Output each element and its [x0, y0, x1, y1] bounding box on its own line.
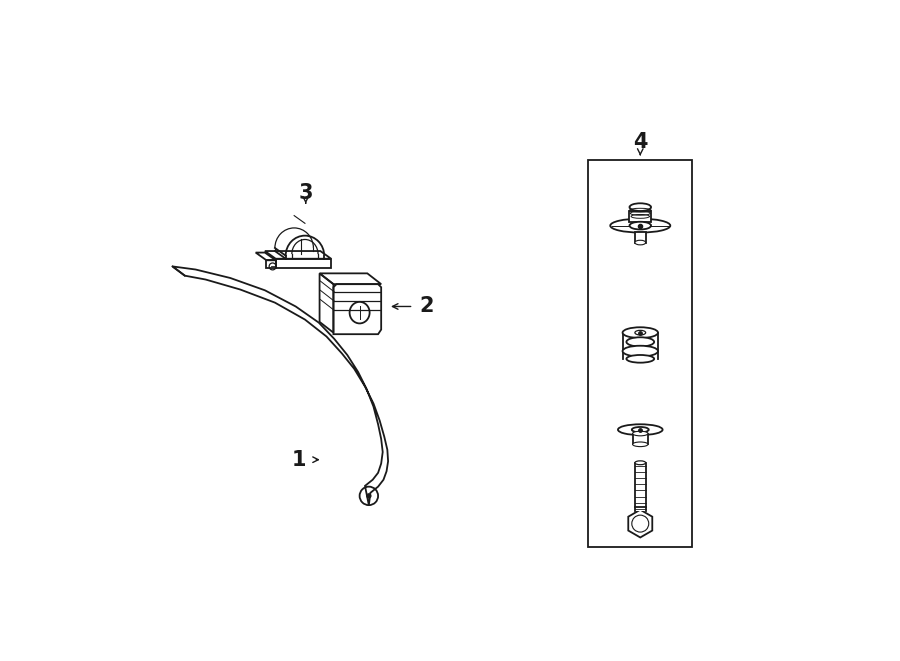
Bar: [634, 508, 645, 512]
Bar: [634, 463, 645, 508]
Bar: [589, 160, 692, 547]
Ellipse shape: [634, 330, 645, 335]
Bar: [634, 232, 645, 243]
Bar: [633, 434, 648, 444]
Ellipse shape: [629, 204, 651, 211]
Bar: [629, 211, 651, 222]
Ellipse shape: [626, 337, 654, 346]
Polygon shape: [628, 510, 652, 537]
Ellipse shape: [618, 424, 662, 435]
Text: 3: 3: [299, 183, 313, 204]
Ellipse shape: [633, 431, 648, 436]
Text: 1: 1: [292, 449, 306, 470]
Ellipse shape: [626, 355, 654, 363]
Ellipse shape: [634, 461, 645, 465]
Ellipse shape: [634, 240, 645, 245]
Ellipse shape: [610, 219, 670, 233]
Text: 2: 2: [418, 297, 434, 317]
Ellipse shape: [623, 327, 658, 338]
Ellipse shape: [623, 346, 658, 356]
Ellipse shape: [632, 427, 649, 432]
Circle shape: [366, 494, 371, 498]
Ellipse shape: [633, 442, 648, 447]
Ellipse shape: [629, 222, 651, 229]
Text: 4: 4: [633, 132, 647, 153]
